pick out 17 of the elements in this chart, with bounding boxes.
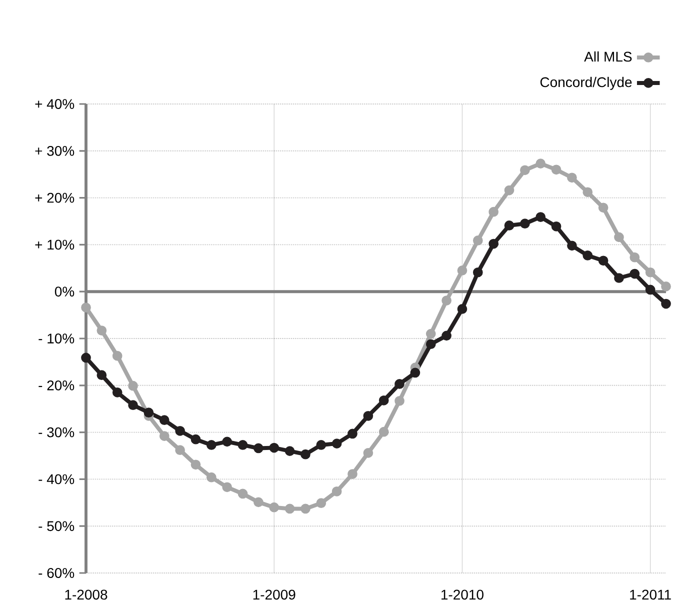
y-tick-label: + 20%	[35, 192, 74, 203]
y-tick-label: + 30%	[35, 146, 74, 156]
y-tick-label: + 10%	[35, 240, 74, 250]
y-tick-label: 0%	[54, 286, 74, 297]
y-tick-label: - 60%	[38, 568, 74, 578]
y-tick-label: - 10%	[38, 334, 74, 344]
legend-label: Concord/Clyde	[540, 76, 632, 90]
y-tick-label: + 40%	[35, 99, 74, 109]
legend-label: All MLS	[584, 51, 632, 62]
y-tick-label: - 50%	[38, 521, 74, 532]
x-tick-label: 1-2008	[65, 590, 108, 600]
x-tick-label: 1-2009	[253, 590, 296, 600]
y-tick-label: - 40%	[38, 474, 74, 484]
x-tick-label: 1-2010	[441, 590, 484, 600]
x-tick-label: 1-2011	[630, 590, 671, 600]
y-tick-label: - 30%	[38, 427, 74, 438]
y-tick-label: - 20%	[38, 380, 74, 390]
